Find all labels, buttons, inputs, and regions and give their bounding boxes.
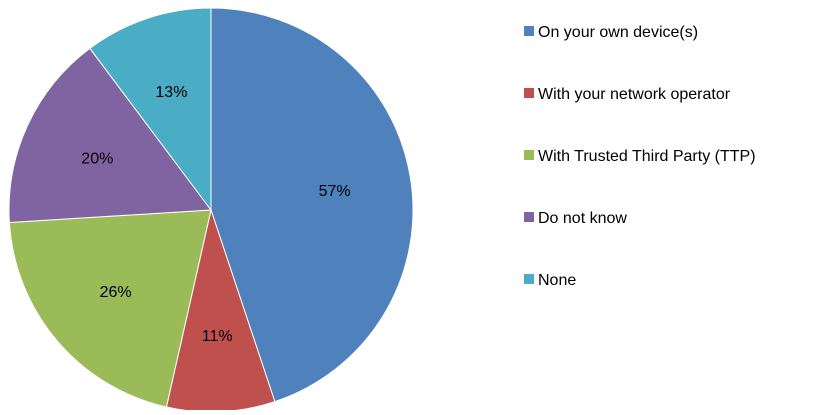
data-label-none: 13%	[155, 84, 187, 101]
data-label-do-not-know: 20%	[81, 150, 113, 167]
legend-item-none: None	[524, 272, 576, 289]
legend-swatch-with-trusted-third-party-ttp	[524, 150, 534, 160]
pie-slice-on-your-own-device-s	[210, 7, 414, 403]
pie-slice-labels: 57% 11% 26% 20% 13%	[81, 84, 350, 345]
data-label-on-your-own-device-s: 57%	[319, 183, 351, 200]
legend-label-with-your-network-operator: With your network operator	[538, 86, 731, 103]
legend-swatch-do-not-know	[524, 212, 534, 222]
legend-swatch-with-your-network-operator	[524, 88, 534, 98]
data-label-with-trusted-third-party-ttp: 26%	[100, 284, 132, 301]
pie-slice-do-not-know	[8, 47, 212, 224]
legend-label-on-your-own-device-s: On your own device(s)	[538, 24, 698, 41]
legend-label-with-trusted-third-party-ttp: With Trusted Third Party (TTP)	[538, 148, 756, 165]
data-label-with-your-network-operator: 11%	[202, 328, 233, 345]
legend-item-with-trusted-third-party-ttp: With Trusted Third Party (TTP)	[524, 148, 756, 165]
legend-item-with-your-network-operator: With your network operator	[524, 86, 731, 103]
legend: On your own device(s) With your network o…	[524, 24, 756, 289]
pie-slice-none	[89, 7, 212, 212]
legend-label-do-not-know: Do not know	[538, 210, 627, 227]
pie-slices	[8, 7, 414, 413]
legend-swatch-on-your-own-device-s	[524, 26, 534, 36]
legend-swatch-none	[524, 274, 534, 284]
legend-label-none: None	[538, 272, 576, 289]
legend-item-on-your-own-device-s: On your own device(s)	[524, 24, 698, 41]
legend-item-do-not-know: Do not know	[524, 210, 627, 227]
pie-slice-with-trusted-third-party-ttp	[8, 209, 212, 408]
